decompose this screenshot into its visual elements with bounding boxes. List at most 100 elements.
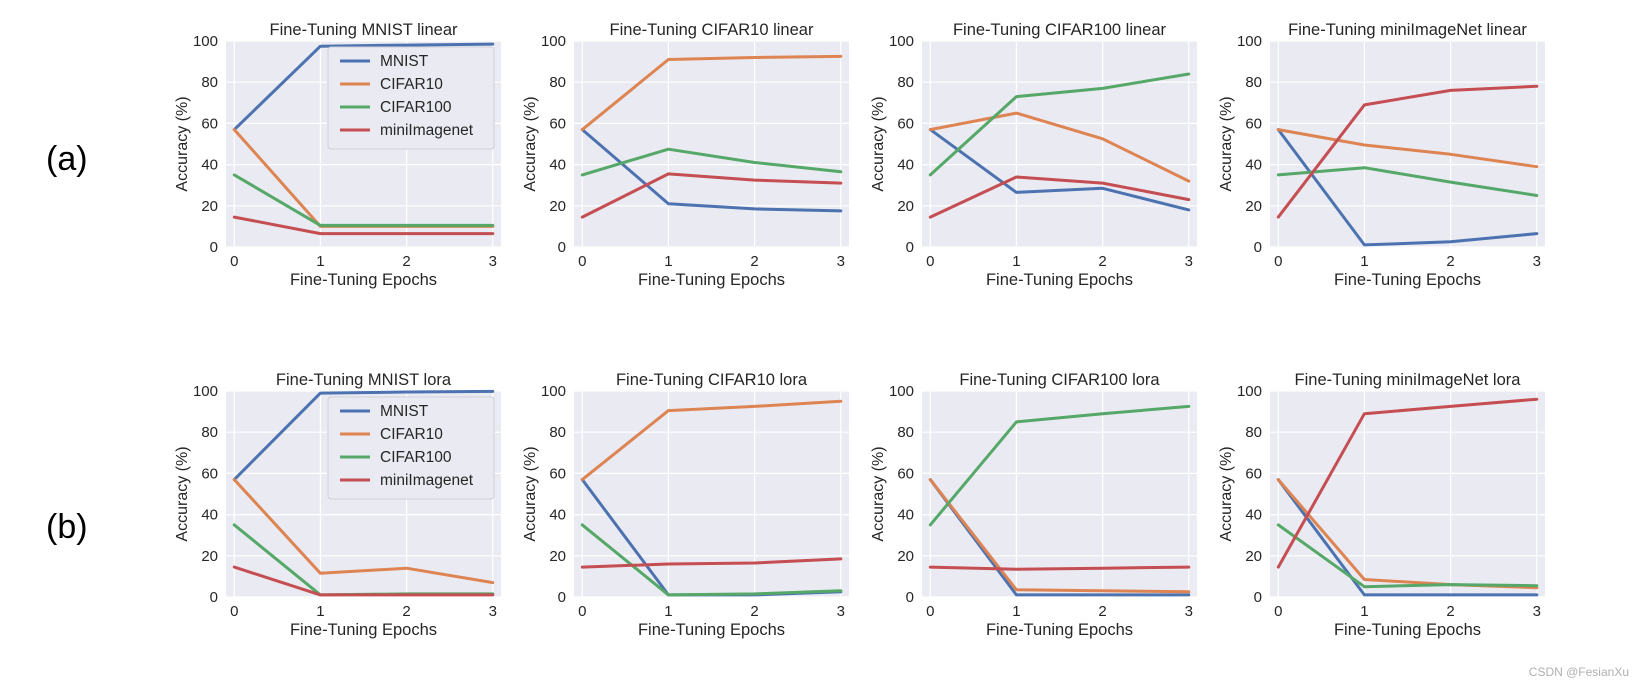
y-tick-label: 0	[906, 239, 914, 256]
y-axis-label: Accuracy (%)	[870, 96, 887, 191]
y-axis-label: Accuracy (%)	[870, 446, 887, 541]
y-tick-label: 20	[897, 548, 914, 565]
legend-label-mnist: MNIST	[380, 53, 429, 70]
x-tick-label: 2	[402, 253, 410, 270]
series-line-cifar10	[1276, 128, 1539, 169]
x-tick-label: 1	[1012, 253, 1020, 270]
x-axis-label: Fine-Tuning Epochs	[1334, 271, 1481, 289]
series-line-cifar10	[232, 478, 495, 585]
x-tick-label: 1	[1360, 253, 1368, 270]
chart-mnist-linear: 0 20 40 60 80 100 0 1 2 3 Fine-Tuning MNIST linear…	[174, 21, 501, 289]
y-tick-label: 80	[897, 424, 914, 441]
plot-area	[1270, 41, 1545, 247]
series-line-miniimagenet	[580, 557, 843, 569]
x-axis-label: Fine-Tuning Epochs	[290, 271, 437, 289]
legend-box	[327, 396, 495, 500]
legend-label-cifar10: CIFAR10	[380, 426, 443, 443]
x-tick-label: 3	[837, 603, 845, 620]
chart-title: Fine-Tuning CIFAR10 linear	[610, 21, 814, 39]
series-line-cifar10	[580, 54, 843, 132]
series-line-miniimagenet	[580, 172, 843, 219]
chart-miniimagenet-lora: 0 20 40 60 80 100 0 1 2 3 Fine-Tuning miniImageNet…	[1218, 371, 1545, 639]
x-tick-label: 2	[1098, 603, 1106, 620]
y-tick-label: 40	[549, 507, 566, 524]
chart-title: Fine-Tuning CIFAR100 lora	[959, 371, 1160, 389]
x-tick-label: 3	[1185, 603, 1193, 620]
series-line-cifar10	[580, 399, 843, 482]
y-tick-label: 40	[549, 157, 566, 174]
y-tick-label: 100	[889, 33, 914, 50]
x-tick-label: 3	[1185, 253, 1193, 270]
y-tick-label: 20	[549, 548, 566, 565]
chart-title: Fine-Tuning CIFAR100 linear	[953, 21, 1167, 39]
y-axis-label: Accuracy (%)	[522, 96, 539, 191]
x-axis-label: Fine-Tuning Epochs	[638, 271, 785, 289]
x-tick-label: 0	[230, 253, 238, 270]
x-tick-label: 3	[1533, 253, 1541, 270]
y-axis-label: Accuracy (%)	[522, 446, 539, 541]
x-tick-label: 0	[1274, 603, 1282, 620]
x-tick-label: 1	[1012, 603, 1020, 620]
x-tick-label: 3	[837, 253, 845, 270]
y-tick-label: 60	[549, 465, 566, 482]
series-line-mnist	[928, 478, 1191, 597]
chart-title: Fine-Tuning miniImageNet lora	[1295, 371, 1522, 389]
row-label-b: (b)	[46, 508, 88, 546]
y-tick-label: 100	[541, 33, 566, 50]
x-tick-label: 2	[402, 603, 410, 620]
y-tick-label: 60	[201, 115, 218, 132]
y-tick-label: 0	[1254, 589, 1262, 606]
y-tick-label: 20	[201, 548, 218, 565]
plot-area	[1270, 391, 1545, 597]
y-tick-label: 80	[549, 424, 566, 441]
y-tick-label: 40	[201, 507, 218, 524]
chart-cifar10-linear: 0 20 40 60 80 100 0 1 2 3 Fine-Tuning CIFAR10 line…	[522, 21, 849, 289]
plot-area	[922, 391, 1197, 597]
chart-miniimagenet-linear: 0 20 40 60 80 100 0 1 2 3 Fine-Tuning miniImageNet…	[1218, 21, 1545, 289]
series-line-cifar100	[928, 72, 1191, 177]
legend-box	[327, 46, 495, 150]
plot-area	[922, 41, 1197, 247]
x-tick-label: 2	[1446, 253, 1454, 270]
row-label-a: (a)	[46, 140, 88, 178]
x-tick-label: 0	[230, 603, 238, 620]
y-tick-label: 100	[193, 383, 218, 400]
x-tick-label: 2	[1098, 253, 1106, 270]
y-tick-label: 60	[897, 115, 914, 132]
y-tick-label: 60	[897, 465, 914, 482]
y-tick-label: 100	[1237, 33, 1262, 50]
y-tick-label: 60	[1245, 115, 1262, 132]
series-line-mnist	[928, 128, 1191, 212]
chart-title: Fine-Tuning MNIST lora	[276, 371, 452, 389]
series-line-cifar100	[580, 523, 843, 597]
chart-title: Fine-Tuning MNIST linear	[270, 21, 458, 39]
series-line-mnist	[1276, 478, 1539, 597]
legend: MNIST CIFAR10 CIFAR100 miniImagenet	[327, 46, 495, 150]
x-tick-label: 0	[926, 253, 934, 270]
y-tick-label: 80	[897, 74, 914, 91]
series-line-mnist	[580, 128, 843, 213]
y-tick-label: 100	[541, 383, 566, 400]
y-axis-label: Accuracy (%)	[1218, 96, 1235, 191]
y-tick-label: 60	[201, 465, 218, 482]
series-line-miniimagenet	[232, 565, 495, 597]
x-axis-label: Fine-Tuning Epochs	[986, 271, 1133, 289]
legend-label-mnist: MNIST	[380, 403, 429, 420]
legend: MNIST CIFAR10 CIFAR100 miniImagenet	[327, 396, 495, 500]
y-tick-label: 20	[1245, 198, 1262, 215]
y-tick-label: 40	[897, 507, 914, 524]
x-tick-label: 0	[926, 603, 934, 620]
series-line-cifar100	[1276, 523, 1539, 589]
y-tick-label: 0	[558, 239, 566, 256]
x-tick-label: 2	[1446, 603, 1454, 620]
series-line-mnist	[232, 42, 495, 132]
x-tick-label: 3	[1533, 603, 1541, 620]
x-axis-label: Fine-Tuning Epochs	[638, 621, 785, 639]
watermark-text: CSDN @FesianXu	[1528, 665, 1629, 679]
series-line-miniimagenet	[232, 215, 495, 236]
y-axis-label: Accuracy (%)	[174, 96, 191, 191]
legend-label-cifar100: CIFAR100	[380, 449, 452, 466]
x-tick-label: 1	[664, 253, 672, 270]
plot-area	[574, 41, 849, 247]
x-tick-label: 0	[578, 253, 586, 270]
